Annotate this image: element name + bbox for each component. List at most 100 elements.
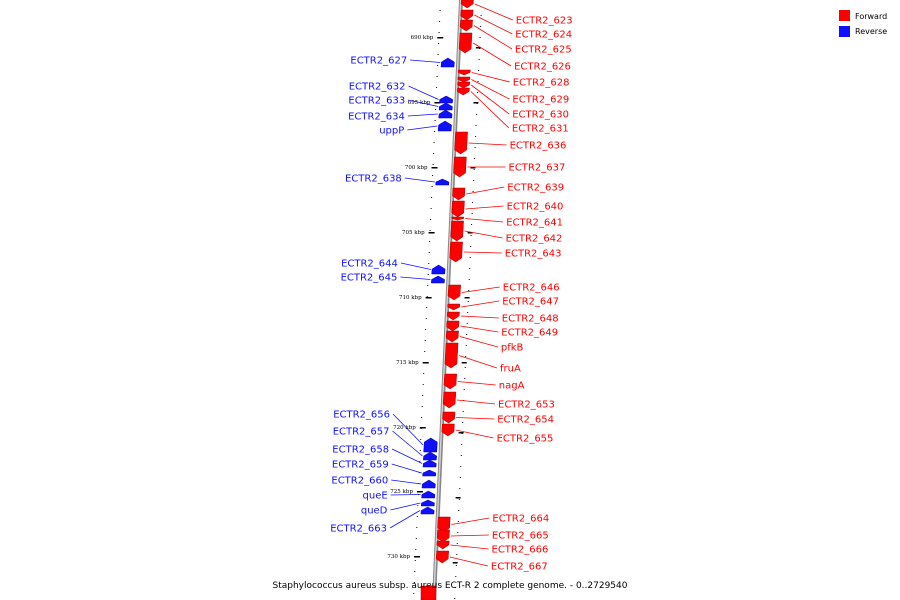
gene-label-ectr2-659[interactable]: ECTR2_659 bbox=[332, 460, 389, 471]
gene-ectr2-646[interactable] bbox=[447, 284, 461, 301]
gene-label-ectr2-655[interactable]: ECTR2_655 bbox=[497, 434, 554, 445]
gene-label-ectr2-628[interactable]: ECTR2_628 bbox=[513, 78, 570, 89]
gene-ectr2-631[interactable] bbox=[456, 87, 470, 96]
gene-ectr2-640[interactable] bbox=[451, 200, 465, 218]
gene-label-ectr2-648[interactable]: ECTR2_648 bbox=[502, 314, 559, 325]
gene-ectr2-644[interactable] bbox=[431, 264, 446, 275]
gene-label-ectr2-666[interactable]: ECTR2_666 bbox=[492, 545, 549, 556]
gene-ectr2-623[interactable] bbox=[460, 0, 474, 9]
gene-partial-bottom[interactable] bbox=[420, 585, 437, 600]
gene-label-ectr2-643[interactable]: ECTR2_643 bbox=[505, 249, 562, 260]
gene-label-ectr2-636[interactable]: ECTR2_636 bbox=[510, 141, 567, 152]
gene-label-qued[interactable]: queD bbox=[361, 506, 388, 517]
gene-label-ectr2-658[interactable]: ECTR2_658 bbox=[332, 445, 389, 456]
gene-ectr2-649[interactable] bbox=[446, 320, 460, 332]
gene-label-ectr2-629[interactable]: ECTR2_629 bbox=[512, 95, 569, 106]
gene-label-ectr2-645[interactable]: ECTR2_645 bbox=[341, 273, 398, 284]
gene-label-ectr2-647[interactable]: ECTR2_647 bbox=[502, 297, 559, 308]
gene-ectr2-648[interactable] bbox=[446, 311, 460, 321]
gene-ectr2-624[interactable] bbox=[460, 9, 474, 21]
gene-ectr2-637[interactable] bbox=[453, 156, 467, 178]
gene-ectr2-642[interactable] bbox=[450, 220, 464, 242]
gene-quee[interactable] bbox=[421, 490, 436, 499]
label-connector bbox=[468, 142, 507, 146]
gene-label-ectr2-641[interactable]: ECTR2_641 bbox=[506, 218, 563, 229]
gene-label-ectr2-644[interactable]: ECTR2_644 bbox=[341, 259, 398, 270]
gene-label-ectr2-656[interactable]: ECTR2_656 bbox=[333, 410, 390, 421]
label-connector bbox=[456, 417, 495, 420]
gene-label-ectr2-642[interactable]: ECTR2_642 bbox=[506, 234, 563, 245]
gene-label-ectr2-626[interactable]: ECTR2_626 bbox=[514, 62, 571, 73]
gene-label-frua[interactable]: fruA bbox=[500, 364, 521, 375]
gene-ectr2-629[interactable] bbox=[457, 76, 471, 83]
gene-label-uppp[interactable]: uppP bbox=[379, 126, 404, 137]
gene-ectr2-667[interactable] bbox=[435, 550, 449, 564]
gene-label-ectr2-637[interactable]: ECTR2_637 bbox=[509, 163, 566, 174]
gene-frua[interactable] bbox=[444, 342, 459, 369]
gene-ectr2-634[interactable] bbox=[438, 109, 453, 119]
gene-ectr2-647[interactable] bbox=[447, 303, 461, 311]
gene-ectr2-663[interactable] bbox=[420, 506, 435, 515]
gene-ectr2-627[interactable] bbox=[440, 57, 455, 68]
scale-tick-mark bbox=[419, 427, 426, 429]
gene-qued[interactable] bbox=[420, 499, 435, 507]
gene-labels: ECTR2_623 ECTR2_624 ECTR2_625 ECTR2_626 ECTR… bbox=[330, 16, 572, 573]
gene-label-ectr2-657[interactable]: ECTR2_657 bbox=[333, 427, 390, 438]
gene-ectr2-654[interactable] bbox=[442, 411, 456, 424]
gene-ectr2-656[interactable] bbox=[423, 437, 438, 453]
gene-label-ectr2-632[interactable]: ECTR2_632 bbox=[349, 82, 406, 93]
gene-ectr2-633[interactable] bbox=[438, 102, 453, 111]
gene-ectr2-657[interactable] bbox=[423, 451, 437, 461]
gene-ectr2-638[interactable] bbox=[435, 178, 450, 186]
scale-tick-mark bbox=[473, 102, 479, 104]
gene-label-ectr2-667[interactable]: ECTR2_667 bbox=[491, 562, 548, 573]
gene-label-ectr2-638[interactable]: ECTR2_638 bbox=[345, 174, 402, 185]
gene-label-ectr2-624[interactable]: ECTR2_624 bbox=[515, 30, 572, 41]
gene-ectr2-658[interactable] bbox=[422, 459, 437, 468]
gene-ectr2-659[interactable] bbox=[422, 469, 437, 477]
gene-ectr2-636[interactable] bbox=[454, 131, 468, 155]
gene-label-ectr2-665[interactable]: ECTR2_665 bbox=[492, 531, 549, 542]
gene-label-ectr2-653[interactable]: ECTR2_653 bbox=[498, 400, 555, 411]
scale-tick-mark bbox=[416, 491, 423, 493]
gene-ectr2-630[interactable] bbox=[457, 81, 471, 89]
gene-ectr2-666[interactable] bbox=[436, 540, 450, 550]
gene-ectr2-632[interactable] bbox=[439, 95, 453, 104]
gene-ectr2-665[interactable] bbox=[436, 529, 450, 543]
gene-pfkb[interactable] bbox=[445, 330, 459, 343]
gene-ectr2-653[interactable] bbox=[442, 391, 457, 409]
gene-ectr2-641[interactable] bbox=[451, 216, 464, 221]
gene-ectr2-626[interactable] bbox=[458, 32, 473, 54]
gene-label-ectr2-633[interactable]: ECTR2_633 bbox=[348, 96, 405, 107]
gene-label-ectr2-664[interactable]: ECTR2_664 bbox=[492, 514, 549, 525]
gene-uppp[interactable] bbox=[437, 120, 452, 132]
gene-ectr2-625[interactable] bbox=[459, 19, 473, 32]
gene-ectr2-645[interactable] bbox=[431, 275, 445, 284]
gene-label-ectr2-639[interactable]: ECTR2_639 bbox=[507, 183, 564, 194]
gene-label-ectr2-634[interactable]: ECTR2_634 bbox=[348, 112, 405, 123]
gene-label-pfkb[interactable]: pfkB bbox=[501, 343, 524, 354]
gene-ectr2-628[interactable] bbox=[457, 69, 471, 76]
gene-label-ectr2-623[interactable]: ECTR2_623 bbox=[516, 16, 573, 27]
scale-tick-label: 695 kbp bbox=[408, 100, 431, 106]
gene-ectr2-660[interactable] bbox=[421, 479, 436, 489]
gene-ectr2-643[interactable] bbox=[449, 241, 463, 263]
gene-ectr2-639[interactable] bbox=[452, 187, 466, 201]
gene-label-quee[interactable]: queE bbox=[363, 491, 388, 502]
gene-label-ectr2-654[interactable]: ECTR2_654 bbox=[497, 415, 554, 426]
scale-tick-mark bbox=[455, 497, 461, 499]
gene-label-ectr2-663[interactable]: ECTR2_663 bbox=[330, 524, 387, 535]
gene-label-ectr2-627[interactable]: ECTR2_627 bbox=[350, 56, 407, 67]
gene-label-ectr2-640[interactable]: ECTR2_640 bbox=[507, 202, 564, 213]
gene-label-ectr2-625[interactable]: ECTR2_625 bbox=[515, 45, 572, 56]
gene-naga[interactable] bbox=[443, 373, 457, 390]
gene-label-naga[interactable]: nagA bbox=[499, 381, 525, 392]
gene-label-ectr2-649[interactable]: ECTR2_649 bbox=[501, 328, 558, 339]
gene-label-ectr2-660[interactable]: ECTR2_660 bbox=[331, 476, 388, 487]
label-connector bbox=[400, 276, 431, 280]
gene-label-ectr2-631[interactable]: ECTR2_631 bbox=[512, 124, 569, 135]
gene-label-ectr2-646[interactable]: ECTR2_646 bbox=[503, 283, 560, 294]
gene-label-ectr2-630[interactable]: ECTR2_630 bbox=[512, 110, 569, 121]
gene-ectr2-655[interactable] bbox=[441, 423, 455, 437]
scale-tick-mark bbox=[461, 362, 467, 364]
